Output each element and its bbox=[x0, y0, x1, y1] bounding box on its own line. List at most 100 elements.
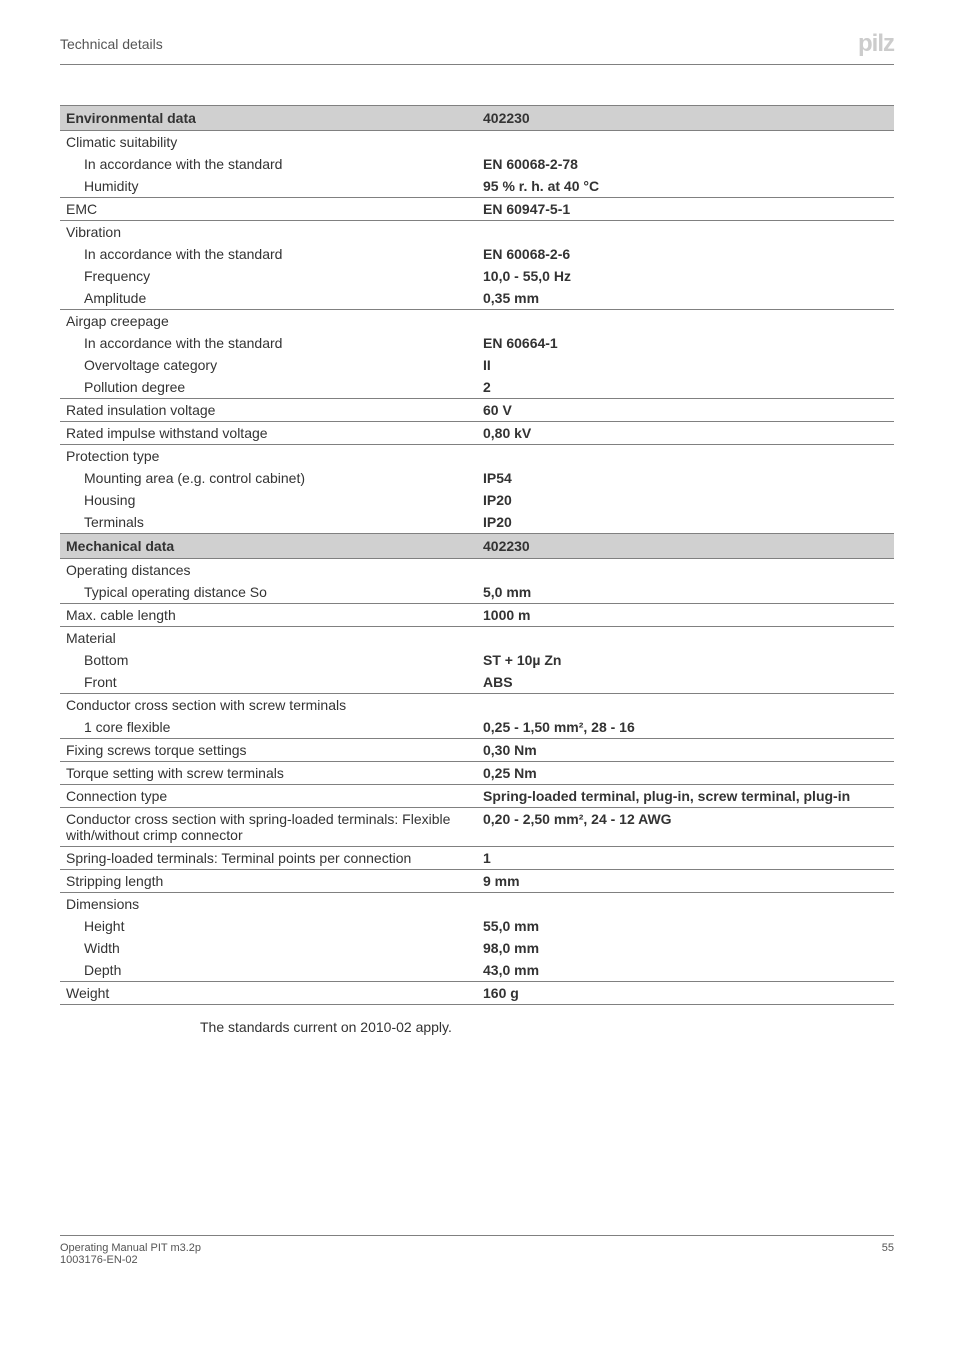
table-row: Fixing screws torque settings0,30 Nm bbox=[60, 739, 894, 762]
row-value: 43,0 mm bbox=[477, 959, 894, 982]
table-row: Conductor cross section with screw termi… bbox=[60, 694, 894, 717]
table-row: Stripping length9 mm bbox=[60, 870, 894, 893]
row-value: IP54 bbox=[477, 467, 894, 489]
section-header-value: 402230 bbox=[477, 106, 894, 131]
row-label: EMC bbox=[60, 198, 477, 221]
footer-page-number: 55 bbox=[882, 1242, 894, 1266]
table-row: Amplitude0,35 mm bbox=[60, 287, 894, 310]
row-label: Max. cable length bbox=[60, 604, 477, 627]
spec-table: Environmental data402230Climatic suitabi… bbox=[60, 105, 894, 1005]
table-row: Rated impulse withstand voltage0,80 kV bbox=[60, 422, 894, 445]
row-value: 98,0 mm bbox=[477, 937, 894, 959]
row-label: Connection type bbox=[60, 785, 477, 808]
table-row: Material bbox=[60, 627, 894, 650]
row-value bbox=[477, 131, 894, 154]
row-value: 5,0 mm bbox=[477, 581, 894, 604]
row-label: Rated insulation voltage bbox=[60, 399, 477, 422]
table-row: In accordance with the standardEN 60068-… bbox=[60, 153, 894, 175]
page-footer: Operating Manual PIT m3.2p 1003176-EN-02… bbox=[60, 1235, 894, 1266]
footnote: The standards current on 2010-02 apply. bbox=[200, 1019, 894, 1035]
row-value: 0,20 - 2,50 mm², 24 - 12 AWG bbox=[477, 808, 894, 847]
table-row: HousingIP20 bbox=[60, 489, 894, 511]
row-label: Protection type bbox=[60, 445, 477, 468]
row-value: 1 bbox=[477, 847, 894, 870]
row-label: Dimensions bbox=[60, 893, 477, 916]
row-value: Spring-loaded terminal, plug-in, screw t… bbox=[477, 785, 894, 808]
row-value: 0,25 - 1,50 mm², 28 - 16 bbox=[477, 716, 894, 739]
row-label: Mounting area (e.g. control cabinet) bbox=[60, 467, 477, 489]
page-header: Technical details pilz bbox=[60, 30, 894, 65]
footer-doc-id: 1003176-EN-02 bbox=[60, 1254, 201, 1266]
row-value bbox=[477, 627, 894, 650]
footer-manual-title: Operating Manual PIT m3.2p bbox=[60, 1242, 201, 1254]
row-value: IP20 bbox=[477, 511, 894, 534]
row-value: EN 60664-1 bbox=[477, 332, 894, 354]
header-title: Technical details bbox=[60, 36, 163, 52]
row-value: 0,30 Nm bbox=[477, 739, 894, 762]
row-value bbox=[477, 445, 894, 468]
row-label: Vibration bbox=[60, 221, 477, 244]
row-value bbox=[477, 694, 894, 717]
row-value: 0,25 Nm bbox=[477, 762, 894, 785]
table-row: Operating distances bbox=[60, 559, 894, 582]
row-label: Front bbox=[60, 671, 477, 694]
row-label: Terminals bbox=[60, 511, 477, 534]
row-label: Operating distances bbox=[60, 559, 477, 582]
table-row: Max. cable length1000 m bbox=[60, 604, 894, 627]
table-row: Connection typeSpring-loaded terminal, p… bbox=[60, 785, 894, 808]
row-value: IP20 bbox=[477, 489, 894, 511]
table-row: Frequency10,0 - 55,0 Hz bbox=[60, 265, 894, 287]
row-value bbox=[477, 893, 894, 916]
row-label: In accordance with the standard bbox=[60, 153, 477, 175]
row-value: 0,80 kV bbox=[477, 422, 894, 445]
table-row: TerminalsIP20 bbox=[60, 511, 894, 534]
row-value: ABS bbox=[477, 671, 894, 694]
table-row: Height55,0 mm bbox=[60, 915, 894, 937]
row-value: 0,35 mm bbox=[477, 287, 894, 310]
row-label: Pollution degree bbox=[60, 376, 477, 399]
row-label: Overvoltage category bbox=[60, 354, 477, 376]
row-label: Typical operating distance So bbox=[60, 581, 477, 604]
row-label: Depth bbox=[60, 959, 477, 982]
section-header-row: Mechanical data402230 bbox=[60, 534, 894, 559]
section-header-value: 402230 bbox=[477, 534, 894, 559]
table-row: Weight160 g bbox=[60, 982, 894, 1005]
table-row: Torque setting with screw terminals0,25 … bbox=[60, 762, 894, 785]
table-row: Rated insulation voltage60 V bbox=[60, 399, 894, 422]
row-label: Weight bbox=[60, 982, 477, 1005]
row-label: In accordance with the standard bbox=[60, 332, 477, 354]
table-row: Conductor cross section with spring-load… bbox=[60, 808, 894, 847]
table-row: Climatic suitability bbox=[60, 131, 894, 154]
footer-left: Operating Manual PIT m3.2p 1003176-EN-02 bbox=[60, 1242, 201, 1266]
row-label: Spring-loaded terminals: Terminal points… bbox=[60, 847, 477, 870]
row-label: Stripping length bbox=[60, 870, 477, 893]
section-header-label: Environmental data bbox=[60, 106, 477, 131]
row-value: 60 V bbox=[477, 399, 894, 422]
table-row: Typical operating distance So5,0 mm bbox=[60, 581, 894, 604]
row-label: Amplitude bbox=[60, 287, 477, 310]
row-label: Conductor cross section with spring-load… bbox=[60, 808, 477, 847]
row-value: EN 60068-2-6 bbox=[477, 243, 894, 265]
table-row: EMCEN 60947-5-1 bbox=[60, 198, 894, 221]
row-label: Rated impulse withstand voltage bbox=[60, 422, 477, 445]
row-label: Humidity bbox=[60, 175, 477, 198]
table-row: Pollution degree2 bbox=[60, 376, 894, 399]
row-label: Conductor cross section with screw termi… bbox=[60, 694, 477, 717]
row-value: 95 % r. h. at 40 °C bbox=[477, 175, 894, 198]
brand-logo: pilz bbox=[858, 30, 894, 58]
table-row: Spring-loaded terminals: Terminal points… bbox=[60, 847, 894, 870]
table-row: Width98,0 mm bbox=[60, 937, 894, 959]
table-row: Depth43,0 mm bbox=[60, 959, 894, 982]
table-row: In accordance with the standardEN 60068-… bbox=[60, 243, 894, 265]
row-value: 9 mm bbox=[477, 870, 894, 893]
section-header-label: Mechanical data bbox=[60, 534, 477, 559]
row-label: Width bbox=[60, 937, 477, 959]
table-row: Mounting area (e.g. control cabinet)IP54 bbox=[60, 467, 894, 489]
row-value: 10,0 - 55,0 Hz bbox=[477, 265, 894, 287]
table-row: Protection type bbox=[60, 445, 894, 468]
section-header-row: Environmental data402230 bbox=[60, 106, 894, 131]
row-label: 1 core flexible bbox=[60, 716, 477, 739]
row-value bbox=[477, 221, 894, 244]
row-label: Housing bbox=[60, 489, 477, 511]
table-row: BottomST + 10µ Zn bbox=[60, 649, 894, 671]
